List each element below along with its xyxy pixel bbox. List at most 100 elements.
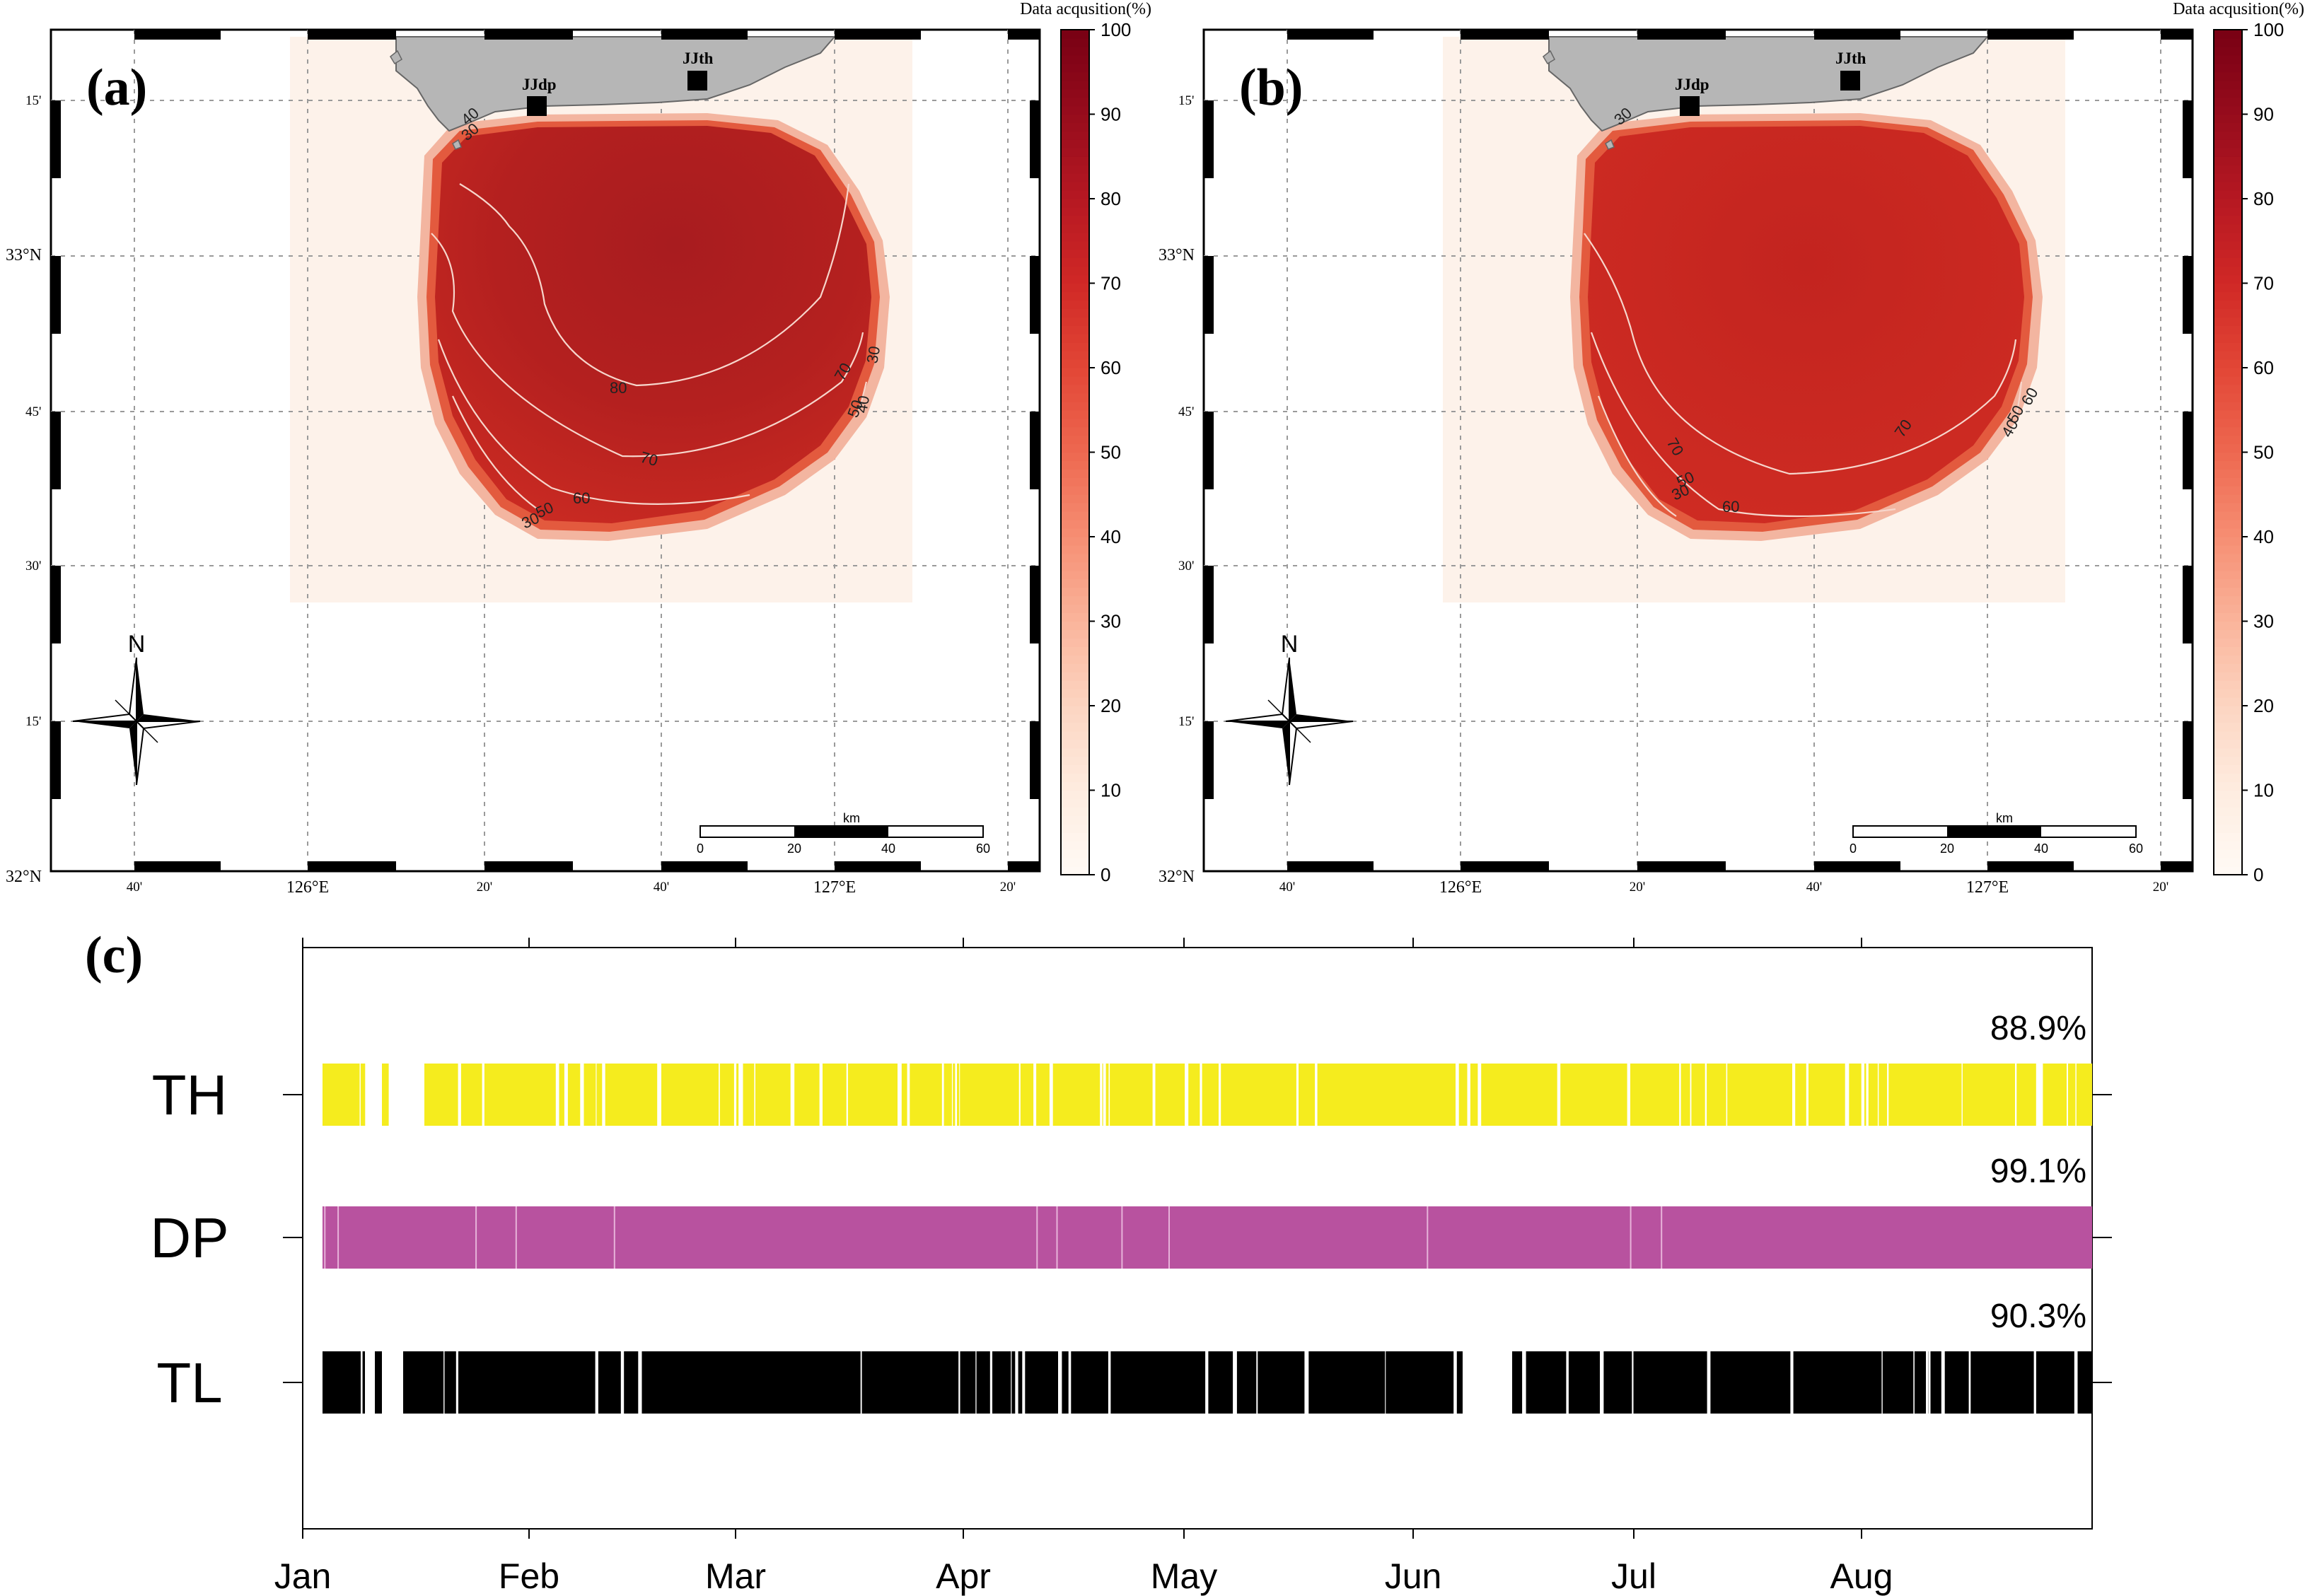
data-gap [1256,1351,1258,1414]
colorbar-cell [1061,764,1089,774]
colorbar-cell [2214,409,2242,419]
colorbar-cell [1061,114,1089,124]
colorbar-cell [2214,469,2242,478]
scale-tick: 0 [697,841,704,856]
colorbar-cell [2214,156,2242,165]
colorbar-cell [1061,97,1089,107]
scale-bar: km 0 20 40 60 [697,811,990,856]
colorbar-cell [2214,223,2242,233]
colorbar-cell [2214,139,2242,148]
colorbar-cell [1061,739,1089,749]
station-label: JJdp [522,76,557,93]
data-gap [738,1064,741,1126]
colorbar-tick-label: 0 [1101,864,1110,885]
colorbar-cell [1061,841,1089,850]
timeline-x-axis: Jan Feb Mar Apr May Jun Jul Aug [274,938,1893,1596]
colorbar-cell [2214,97,2242,107]
data-gap [1121,1206,1123,1269]
lon-tick-label: 127°E [1966,878,2009,897]
colorbar-cell [1061,544,1089,554]
station-marker-jjdp [1680,96,1700,116]
colorbar-cell [2214,537,2242,546]
x-tick-label: Mar [705,1556,766,1596]
colorbar-cell [1061,790,1089,800]
x-tick-label: Jun [1385,1556,1442,1596]
colorbar-cell [2214,190,2242,199]
colorbar-cell [2214,595,2242,605]
data-gap [951,1064,953,1126]
colorbar-cell [1061,706,1089,715]
data-gap [846,1064,848,1126]
data-gap [1018,1064,1021,1126]
frame-ticks [1204,30,2193,871]
data-gap [2036,1064,2040,1126]
colorbar-cell [1061,646,1089,656]
colorbar-cell [2214,63,2242,73]
colorbar-cell [2214,832,2242,841]
colorbar-cell [2214,756,2242,766]
colorbar-cell [1061,537,1089,546]
colorbar-cell [1061,781,1089,791]
colorbar-cell [1061,266,1089,276]
lat-tick-label: 15' [1178,93,1194,108]
data-gap [2015,1064,2017,1126]
colorbar-cell [2214,790,2242,800]
data-gap [1100,1064,1103,1126]
data-gap [657,1064,661,1126]
contour-label: 60 [1722,498,1739,516]
data-gap [1022,1351,1026,1414]
colorbar-cell [1061,80,1089,90]
data-gap [1690,1064,1692,1126]
colorbar-cell [2214,283,2242,293]
colorbar-cell [1061,511,1089,520]
colorbar-tick-label: 70 [2253,273,2274,294]
colorbar-cell [1061,443,1089,453]
colorbar-cell [2214,351,2242,360]
colorbar-cell [1061,713,1089,723]
islet [390,49,402,65]
data-gap [2033,1351,2036,1414]
colorbar-cell [2214,646,2242,656]
frame-ticks [51,30,1040,871]
scale-tick: 40 [881,841,895,856]
lon-tick-label: 20' [1000,880,1016,895]
lat-tick-label: 30' [25,559,41,573]
data-gap [1052,1064,1053,1126]
station-label: JJth [1835,49,1866,67]
lat-tick-label: 45' [1178,404,1194,419]
colorbar-cell [2214,503,2242,512]
data-gap [515,1206,517,1269]
data-gap [1968,1351,1971,1414]
data-gap [365,1064,368,1126]
colorbar-cell [1061,730,1089,740]
colorbar-cell [1061,621,1089,631]
lon-tick-label: 40' [127,880,142,895]
colorbar-cell [2214,206,2242,216]
colorbar-cell [1061,334,1089,343]
scale-tick: 20 [787,841,801,856]
data-gap [1661,1206,1663,1269]
colorbar-cell [2214,747,2242,757]
data-gap [2075,1064,2077,1126]
lat-tick-labels: 32°N 15' 30' 45' 33°N 15' [1159,93,1195,886]
colorbar-cell [1061,604,1089,614]
data-gap [1233,1351,1237,1414]
colorbar-cell [1061,570,1089,580]
colorbar-cell [1061,384,1089,394]
data-gap [733,1064,737,1126]
data-gap [1186,1064,1189,1126]
panel-b-map: JJdp JJth 70 70 60 30 50 40 60 50 30 32°… [1159,0,2304,897]
colorbar-cell [1061,815,1089,825]
north-label: N [128,631,146,658]
data-gap [860,1351,862,1414]
colorbar-cell [1061,46,1089,56]
islet [452,139,462,150]
colorbar-cell [2214,520,2242,529]
colorbar-cell [1061,503,1089,512]
lat-tick-label: 32°N [6,868,42,886]
colorbar-cell [1061,325,1089,334]
colorbar-cell [1061,612,1089,622]
series-th: TH 88.9% [152,1010,2112,1126]
colorbar-cell [2214,274,2242,284]
colorbar-cell [2214,342,2242,351]
